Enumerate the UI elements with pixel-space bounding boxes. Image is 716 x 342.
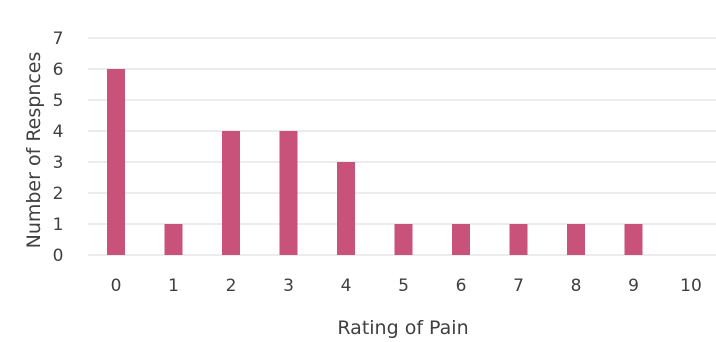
x-tick-label: 2 xyxy=(226,276,237,296)
bars xyxy=(107,69,643,255)
y-tick-label: 4 xyxy=(53,122,64,142)
y-tick-label: 5 xyxy=(53,91,64,111)
y-tick-label: 7 xyxy=(53,29,64,49)
bar-0 xyxy=(107,69,125,255)
bar-2 xyxy=(222,131,240,255)
x-axis-title: Rating of Pain xyxy=(337,317,468,339)
y-tick-label: 0 xyxy=(53,246,64,266)
y-tick-label: 1 xyxy=(53,215,64,235)
x-tick-label: 1 xyxy=(168,276,179,296)
y-tick-label: 2 xyxy=(53,184,64,204)
x-tick-label: 4 xyxy=(341,276,352,296)
x-tick-label: 6 xyxy=(456,276,467,296)
x-tick-label: 3 xyxy=(283,276,294,296)
x-tick-label: 10 xyxy=(680,276,702,296)
y-tick-label: 6 xyxy=(53,60,64,80)
bar-1 xyxy=(164,224,183,255)
bar-9 xyxy=(624,224,643,255)
bar-8 xyxy=(567,224,585,255)
x-tick-label: 5 xyxy=(398,276,409,296)
bar-7 xyxy=(509,224,528,255)
gridlines xyxy=(88,37,716,256)
y-axis-title: Number of Respnces xyxy=(23,52,45,249)
bar-4 xyxy=(337,162,355,255)
bar-5 xyxy=(394,224,413,255)
x-tick-label: 0 xyxy=(111,276,122,296)
x-tick-label: 9 xyxy=(628,276,639,296)
y-tick-label: 3 xyxy=(53,153,64,173)
x-axis-ticks: 0 1 2 3 4 5 6 7 8 9 10 xyxy=(111,276,702,296)
x-tick-label: 8 xyxy=(571,276,582,296)
y-axis-ticks: 0 1 2 3 4 5 6 7 xyxy=(53,29,64,266)
bar-3 xyxy=(279,131,298,255)
x-tick-label: 7 xyxy=(513,276,524,296)
bar-6 xyxy=(452,224,470,255)
